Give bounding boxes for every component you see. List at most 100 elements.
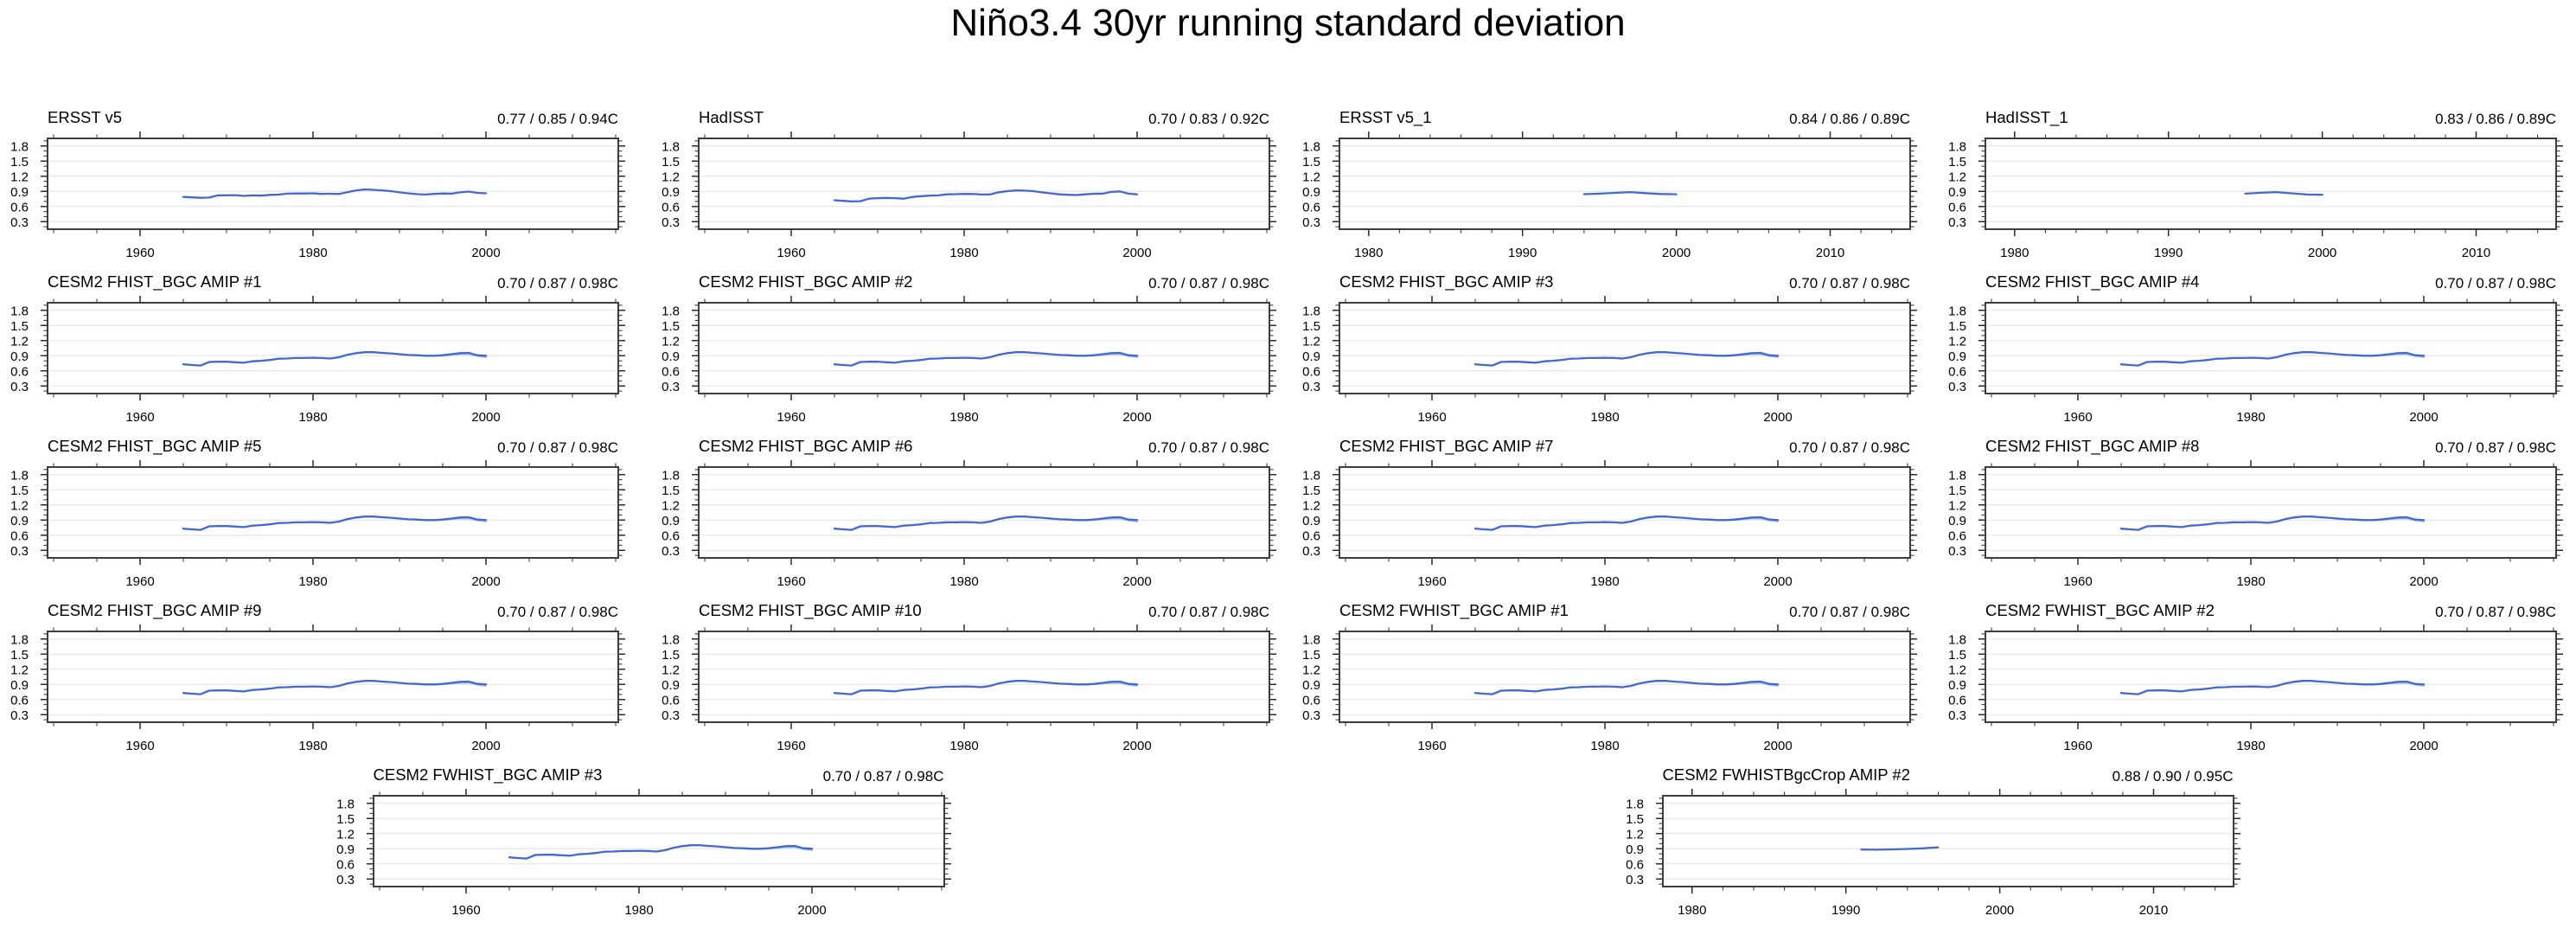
panel-stats: 0.70 / 0.87 / 0.98C [1789, 439, 1910, 456]
x-tick-label: 1960 [451, 903, 480, 918]
gridlines [374, 803, 943, 880]
y-tick-label: 1.2 [662, 334, 680, 349]
y-tick-label: 1.8 [1948, 139, 1966, 154]
x-tick-label: 1960 [125, 410, 154, 425]
panel-plot: 0.30.60.91.21.51.8 1980 1990 2000 2010 [1626, 789, 2240, 918]
panel: CESM2 FHIST_BGC AMIP #6 0.70 / 0.87 / 0.9… [651, 428, 1295, 592]
plot-box [1661, 795, 2234, 887]
panel: CESM2 FHIST_BGC AMIP #10 0.70 / 0.87 / 0.… [651, 592, 1295, 757]
y-tick-label: 0.3 [336, 873, 355, 887]
data-line [508, 844, 813, 860]
minor-ticks [43, 134, 623, 234]
y-tick-label: 1.2 [1948, 334, 1966, 349]
y-tick-label: 0.6 [662, 693, 680, 708]
x-tick-label: 1980 [1678, 903, 1706, 918]
gridlines [48, 310, 617, 387]
minor-ticks [1981, 627, 2560, 727]
minor-ticks [1659, 791, 2237, 891]
data-line [2119, 351, 2426, 367]
x-tick-label: 1990 [1508, 246, 1537, 260]
panel-title: CESM2 FHIST_BGC AMIP #4 [1985, 272, 2200, 291]
y-tick-label: 0.6 [10, 528, 29, 543]
y-tick-label: 0.3 [1302, 215, 1320, 230]
panel-title: CESM2 FHIST_BGC AMIP #1 [48, 272, 262, 291]
panel-title: CESM2 FHIST_BGC AMIP #8 [1985, 437, 2200, 455]
x-tick-label: 1980 [1590, 574, 1619, 589]
y-tick-label: 0.3 [10, 380, 29, 394]
y-tick-label: 0.3 [1948, 708, 1966, 723]
y-tick-label: 1.5 [1948, 648, 1966, 663]
minor-ticks [43, 298, 623, 398]
x-tick-label: 1980 [298, 739, 327, 753]
x-tick-label: 1990 [1831, 903, 1860, 918]
y-tick-label: 0.3 [662, 544, 680, 559]
y-tick-label: 0.9 [336, 842, 355, 857]
panel: CESM2 FHIST_BGC AMIP #5 0.70 / 0.87 / 0.9… [0, 428, 644, 592]
panel-stats: 0.83 / 0.86 / 0.89C [2435, 111, 2556, 127]
panel: CESM2 FWHIST_BGC AMIP #1 0.70 / 0.87 / 0.… [1292, 592, 1936, 757]
panel: ERSST v5 0.77 / 0.85 / 0.94C 0.3 0.6 0.9 1.2 1… [0, 99, 644, 264]
y-tick-label: 1.5 [1302, 319, 1320, 334]
gridlines [1986, 474, 2555, 551]
gridlines [1340, 638, 1909, 715]
x-tick-label: 2000 [1763, 739, 1792, 753]
x-tick-label: 1960 [2063, 574, 2092, 589]
plot-box [47, 302, 619, 394]
x-tick-label: 1960 [2063, 410, 2092, 425]
major-ticks [41, 460, 625, 565]
panel-plot: 0.30.60.91.21.51.8 1960 1980 2000 [1302, 624, 1917, 753]
panel-plot: 0.30.60.91.21.51.8 1960 1980 2000 [10, 296, 625, 425]
y-tick-label: 1.8 [10, 304, 29, 318]
minor-ticks [43, 463, 623, 562]
y-tick-label: 0.3 [10, 215, 29, 230]
plot-box [698, 466, 1270, 559]
y-tick-label: 1.2 [1302, 334, 1320, 349]
y-tick-label: 1.2 [662, 498, 680, 513]
minor-ticks [694, 298, 1274, 398]
y-tick-label: 0.9 [10, 678, 29, 693]
minor-ticks [1981, 298, 2560, 398]
x-tick-label: 2000 [797, 903, 826, 918]
y-tick-label: 1.8 [1302, 632, 1320, 647]
panel-stats: 0.84 / 0.86 / 0.89C [1789, 111, 1910, 127]
panel-title: HadISST [699, 108, 764, 126]
panel: CESM2 FHIST_BGC AMIP #3 0.70 / 0.87 / 0.9… [1292, 264, 1936, 428]
panel-title: CESM2 FHIST_BGC AMIP #6 [699, 437, 913, 455]
x-tick-label: 1960 [125, 574, 154, 589]
x-tick-label: 1980 [2000, 246, 2029, 260]
panel-plot: 0.30.60.91.21.51.8 1960 1980 2000 [1302, 296, 1917, 425]
data-line [182, 516, 488, 531]
panel-title: CESM2 FWHIST_BGC AMIP #3 [373, 765, 603, 784]
gridlines [700, 310, 1269, 387]
x-tick-label: 2000 [1122, 410, 1151, 425]
x-tick-label: 1960 [1417, 739, 1446, 753]
y-tick-label: 0.3 [10, 544, 29, 559]
panel-plot: 0.30.60.91.21.51.8 1980 1990 2000 2010 [1948, 131, 2563, 260]
y-tick-label: 1.2 [1302, 170, 1320, 184]
x-tick-label: 1980 [2236, 739, 2265, 753]
y-tick-label: 1.5 [1948, 155, 1966, 170]
x-tick-label: 2000 [471, 410, 500, 425]
y-tick-label: 0.6 [10, 200, 29, 215]
plot-box [47, 466, 619, 559]
y-tick-label: 1.8 [1302, 139, 1320, 154]
panel-stats: 0.70 / 0.87 / 0.98C [497, 275, 618, 291]
y-tick-label: 0.6 [1302, 693, 1320, 708]
x-tick-label: 2000 [1122, 246, 1151, 260]
y-tick-label: 1.5 [662, 319, 680, 334]
panel-title: CESM2 FHIST_BGC AMIP #9 [48, 601, 262, 619]
x-tick-label: 2000 [471, 739, 500, 753]
y-tick-label: 0.3 [1626, 873, 1644, 887]
x-tick-label: 1980 [949, 246, 978, 260]
y-tick-label: 1.2 [1948, 170, 1966, 184]
panel-plot: 0.30.60.91.21.51.8 1960 1980 2000 [336, 789, 951, 918]
panel-title: ERSST v5_1 [1339, 108, 1432, 126]
major-ticks [692, 131, 1276, 236]
major-ticks [692, 296, 1276, 400]
data-line [1473, 680, 1780, 695]
major-ticks [1655, 789, 2240, 893]
y-tick-label: 1.5 [1302, 648, 1320, 663]
y-tick-label: 0.6 [10, 693, 29, 708]
panel: CESM2 FWHISTBgcCrop AMIP #2 0.88 / 0.90 /… [1615, 757, 2260, 921]
